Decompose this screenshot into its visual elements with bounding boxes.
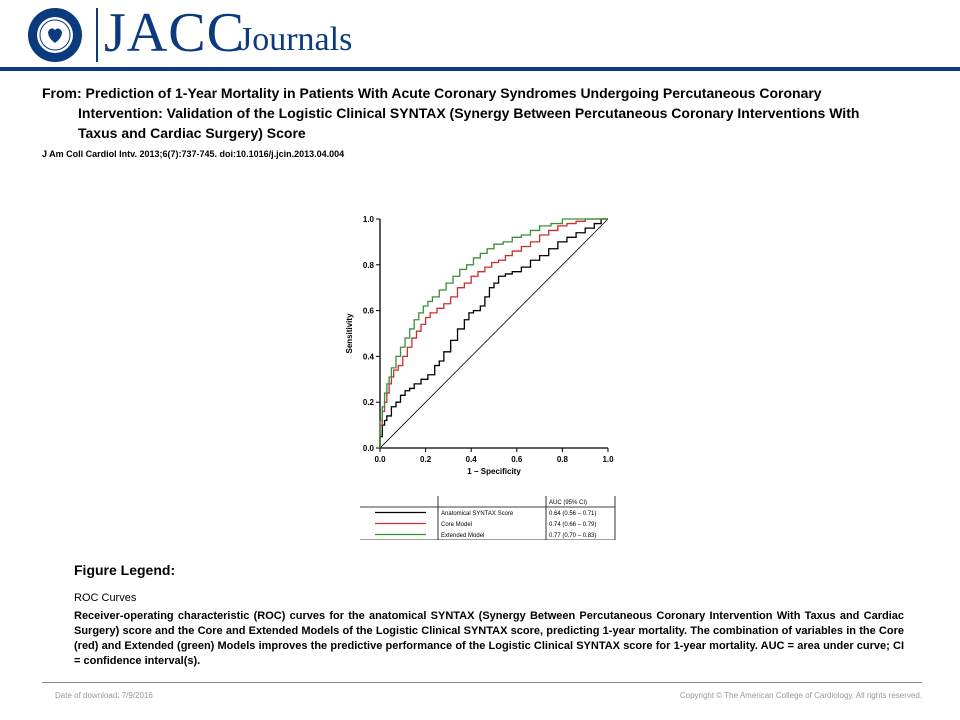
y-axis-label: Sensitivity <box>345 313 354 354</box>
legend-subtitle: ROC Curves <box>74 592 137 604</box>
roc-curve-1 <box>379 218 608 448</box>
header-rule <box>0 67 960 71</box>
copyright-notice: Copyright © The American College of Card… <box>679 691 922 700</box>
x-tick-label: 1.0 <box>602 455 614 464</box>
article-title: From: Prediction of 1-Year Mortality in … <box>42 85 860 141</box>
legend-series-name: Core Model <box>441 522 472 528</box>
x-tick-label: 0.2 <box>420 455 432 464</box>
roc-figure: 0.0 0.2 0.4 0.6 0.8 1.0 0.0 0.2 0.4 0.6 0.8 1.0 1 − … <box>340 210 630 540</box>
y-tick-label: 0.8 <box>363 261 375 270</box>
page-header: JACC Journals <box>0 0 960 71</box>
acc-seal-logo <box>28 8 82 62</box>
footer-rule <box>42 682 922 683</box>
x-tick-label: 0.4 <box>466 455 478 464</box>
y-tick-label: 0.2 <box>363 398 375 407</box>
legend-series-name: Anatomical SYNTAX Score <box>441 511 514 517</box>
legend-heading: Figure Legend: <box>74 562 176 578</box>
x-axis-label: 1 − Specificity <box>467 467 521 476</box>
y-tick-label: 1.0 <box>363 215 375 224</box>
logo-subtitle: Journals <box>239 21 353 58</box>
y-tick-label: 0.6 <box>363 307 375 316</box>
x-tick-label: 0.6 <box>511 455 523 464</box>
x-tick-label: 0.8 <box>557 455 569 464</box>
logo-wordmark: JACC <box>104 2 245 64</box>
roc-curve-2 <box>379 218 608 448</box>
download-date: Date of download: 7/9/2016 <box>55 691 153 700</box>
legend-series-auc: 0.77 (0.70 – 0.83) <box>549 533 596 539</box>
legend-series-auc: 0.74 (0.66 – 0.79) <box>549 522 596 528</box>
y-tick-label: 0.4 <box>363 352 375 361</box>
article-citation: J Am Coll Cardiol Intv. 2013;6(7):737-74… <box>42 149 345 159</box>
legend-series-name: Extended Model <box>441 533 484 539</box>
reference-diagonal <box>379 218 609 449</box>
figure-legend: Figure Legend: ROC Curves Receiver-opera… <box>74 562 904 669</box>
legend-series-auc: 0.64 (0.56 – 0.71) <box>549 511 596 517</box>
logo-divider <box>96 8 98 62</box>
x-tick-label: 0.0 <box>374 455 386 464</box>
y-tick-label: 0.0 <box>363 444 375 453</box>
legend-table-header: AUC (95% CI) <box>549 500 587 506</box>
roc-curve-3 <box>379 218 608 448</box>
article-header: From: Prediction of 1-Year Mortality in … <box>42 83 902 159</box>
legend-text: Receiver-operating characteristic (ROC) … <box>74 610 904 667</box>
roc-chart: 0.0 0.2 0.4 0.6 0.8 1.0 0.0 0.2 0.4 0.6 0.8 1.0 1 − … <box>345 215 616 540</box>
